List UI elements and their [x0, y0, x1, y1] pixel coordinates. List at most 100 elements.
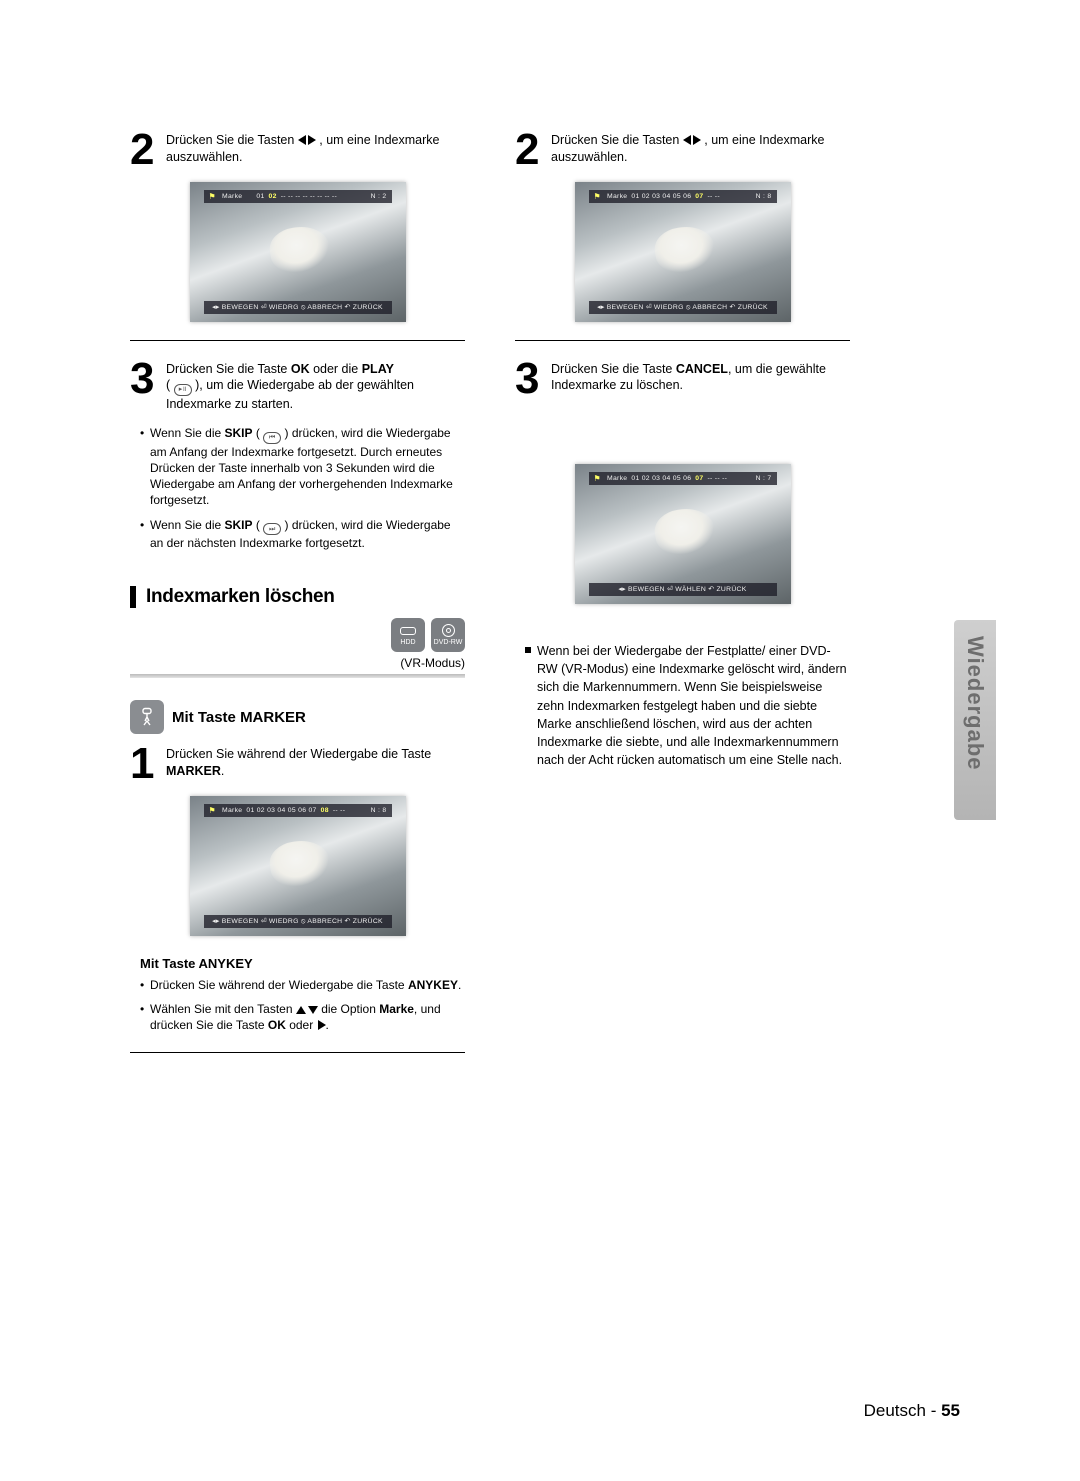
grey-separator: [130, 674, 465, 678]
right-arrow-icon: [318, 1020, 326, 1030]
osd-marks: 01: [256, 190, 264, 203]
text: Wählen Sie mit den Tasten: [150, 1002, 296, 1016]
hdd-badge: HDD: [391, 618, 425, 652]
osd-hints: ◂▸ BEWEGEN ⏎ WÄHLEN ↶ ZURÜCK: [618, 583, 746, 596]
key-name: OK: [291, 362, 310, 376]
note-text: Wenn bei der Wiedergabe der Festplatte/ …: [525, 642, 850, 769]
osd-mark-highlight: 07: [695, 472, 703, 485]
osd-dashes: -- --: [707, 190, 719, 203]
left-step-1: 1 Drücken Sie während der Wiedergabe die…: [130, 744, 465, 784]
media-badges: HDD DVD-RW: [130, 618, 465, 652]
step-text: Drücken Sie die Taste OK oder die PLAY (…: [166, 359, 465, 413]
bullet-item: Drücken Sie während der Wiedergabe die T…: [140, 977, 465, 993]
key-name: CANCEL: [676, 362, 728, 376]
marker-flag-icon: ⚑: [594, 472, 601, 485]
osd-dashes: -- -- -- -- -- -- -- --: [281, 190, 337, 203]
text: die Option: [318, 1002, 379, 1016]
osd-top-bar: ⚑ Marke 01 02 -- -- -- -- -- -- -- -- N …: [204, 190, 392, 203]
vr-modus-label: (VR-Modus): [130, 656, 465, 670]
text: ), um die Wiedergabe ab der gewählten In…: [166, 378, 414, 411]
key-name: OK: [268, 1018, 286, 1032]
osd-label: Marke: [607, 190, 627, 203]
osd-count: N : 7: [756, 472, 772, 485]
text: Wenn Sie die: [150, 426, 225, 440]
osd-screenshot-1: ⚑ Marke 01 02 -- -- -- -- -- -- -- -- N …: [190, 182, 406, 322]
step-number: 3: [130, 359, 158, 413]
osd-bottom-bar: ◂▸ BEWEGEN ⏎ WIEDRG ⦸ ABBRECH ↶ ZURÜCK: [204, 915, 392, 928]
text: Drücken Sie während der Wiedergabe die T…: [166, 747, 431, 761]
text: Drücken Sie die Taste: [166, 362, 291, 376]
osd-top-bar: ⚑ Marke 01 02 03 04 05 06 07 08 -- -- N …: [204, 804, 392, 817]
text: Wenn Sie die: [150, 518, 225, 532]
left-arrow-icon: [298, 135, 306, 145]
osd-count: N : 8: [371, 804, 387, 817]
step-text: Drücken Sie die Tasten , um eine Indexma…: [166, 130, 465, 170]
right-column: 2 Drücken Sie die Tasten , um eine Index…: [515, 130, 850, 1071]
osd-label: Marke: [222, 804, 242, 817]
osd-hints: ◂▸ BEWEGEN ⏎ WIEDRG ⦸ ABBRECH ↶ ZURÜCK: [212, 301, 383, 314]
remote-hand-icon: [130, 700, 164, 734]
osd-count: N : 2: [371, 190, 387, 203]
skip-prev-icon: ⏮: [263, 432, 281, 444]
separator: [515, 340, 850, 341]
step-number: 3: [515, 359, 543, 399]
skip-bullets: Wenn Sie die SKIP ( ⏮ ) drücken, wird di…: [130, 425, 465, 551]
disc-icon: [440, 625, 456, 637]
footer-language: Deutsch: [864, 1401, 926, 1420]
skip-next-icon: ⏭: [263, 523, 281, 535]
bullet-item: Wenn Sie die SKIP ( ⏭ ) drücken, wird di…: [140, 517, 465, 552]
marker-flag-icon: ⚑: [594, 190, 601, 203]
osd-label: Marke: [607, 472, 627, 485]
badge-label: HDD: [400, 639, 415, 646]
side-tab-label: Wiedergabe: [962, 636, 988, 771]
manual-page: 2 Drücken Sie die Tasten , um eine Index…: [0, 0, 1080, 1481]
up-arrow-icon: [296, 1006, 306, 1014]
right-step-2: 2 Drücken Sie die Tasten , um eine Index…: [515, 130, 850, 170]
osd-marks: 01 02 03 04 05 06: [631, 190, 691, 203]
key-name: MARKER: [166, 764, 221, 778]
right-step-3: 3 Drücken Sie die Taste CANCEL, um die g…: [515, 359, 850, 399]
footer-sep: -: [926, 1401, 941, 1420]
page-footer: Deutsch - 55: [0, 1401, 960, 1421]
dvdrw-badge: DVD-RW: [431, 618, 465, 652]
step-text: Drücken Sie die Tasten , um eine Indexma…: [551, 130, 850, 170]
heading-bar-icon: [130, 586, 136, 608]
osd-hints: ◂▸ BEWEGEN ⏎ WIEDRG ⦸ ABBRECH ↶ ZURÜCK: [212, 915, 383, 928]
text: .: [326, 1018, 329, 1032]
text: Drücken Sie die Tasten: [551, 133, 683, 147]
osd-top-bar: ⚑ Marke 01 02 03 04 05 06 07 -- -- -- N …: [589, 472, 777, 485]
osd-count: N : 8: [756, 190, 772, 203]
step-number: 2: [515, 130, 543, 170]
key-name: Marke: [379, 1002, 414, 1016]
text: Drücken Sie die Taste: [551, 362, 676, 376]
text: .: [221, 764, 224, 778]
left-step-3: 3 Drücken Sie die Taste OK oder die PLAY…: [130, 359, 465, 413]
right-arrow-icon: [693, 135, 701, 145]
chapter-side-tab: Wiedergabe: [954, 620, 996, 820]
anykey-heading: Mit Taste ANYKEY: [140, 956, 465, 971]
text: (: [253, 518, 264, 532]
key-name: SKIP: [225, 518, 253, 532]
key-name: ANYKEY: [408, 978, 458, 992]
text: Drücken Sie die Tasten: [166, 133, 298, 147]
separator: [130, 340, 465, 341]
text: .: [458, 978, 461, 992]
text: oder: [286, 1018, 317, 1032]
play-button-icon: ▸॥: [174, 384, 192, 396]
key-name: SKIP: [225, 426, 253, 440]
bullet-item: Wenn Sie die SKIP ( ⏮ ) drücken, wird di…: [140, 425, 465, 508]
step-number: 1: [130, 744, 158, 784]
osd-marks: 01 02 03 04 05 06 07: [246, 804, 316, 817]
subsection-heading: Mit Taste MARKER: [130, 700, 465, 734]
osd-screenshot-2: ⚑ Marke 01 02 03 04 05 06 07 08 -- -- N …: [190, 796, 406, 936]
osd-top-bar: ⚑ Marke 01 02 03 04 05 06 07 -- -- N : 8: [589, 190, 777, 203]
marker-flag-icon: ⚑: [209, 804, 216, 817]
hdd-icon: [400, 625, 416, 637]
key-name: PLAY: [362, 362, 394, 376]
badge-label: DVD-RW: [434, 639, 463, 646]
section-title: Indexmarken löschen: [146, 586, 335, 608]
left-arrow-icon: [683, 135, 691, 145]
step-text: Drücken Sie die Taste CANCEL, um die gew…: [551, 359, 850, 399]
right-arrow-icon: [308, 135, 316, 145]
osd-screenshot-3: ⚑ Marke 01 02 03 04 05 06 07 -- -- N : 8…: [575, 182, 791, 322]
